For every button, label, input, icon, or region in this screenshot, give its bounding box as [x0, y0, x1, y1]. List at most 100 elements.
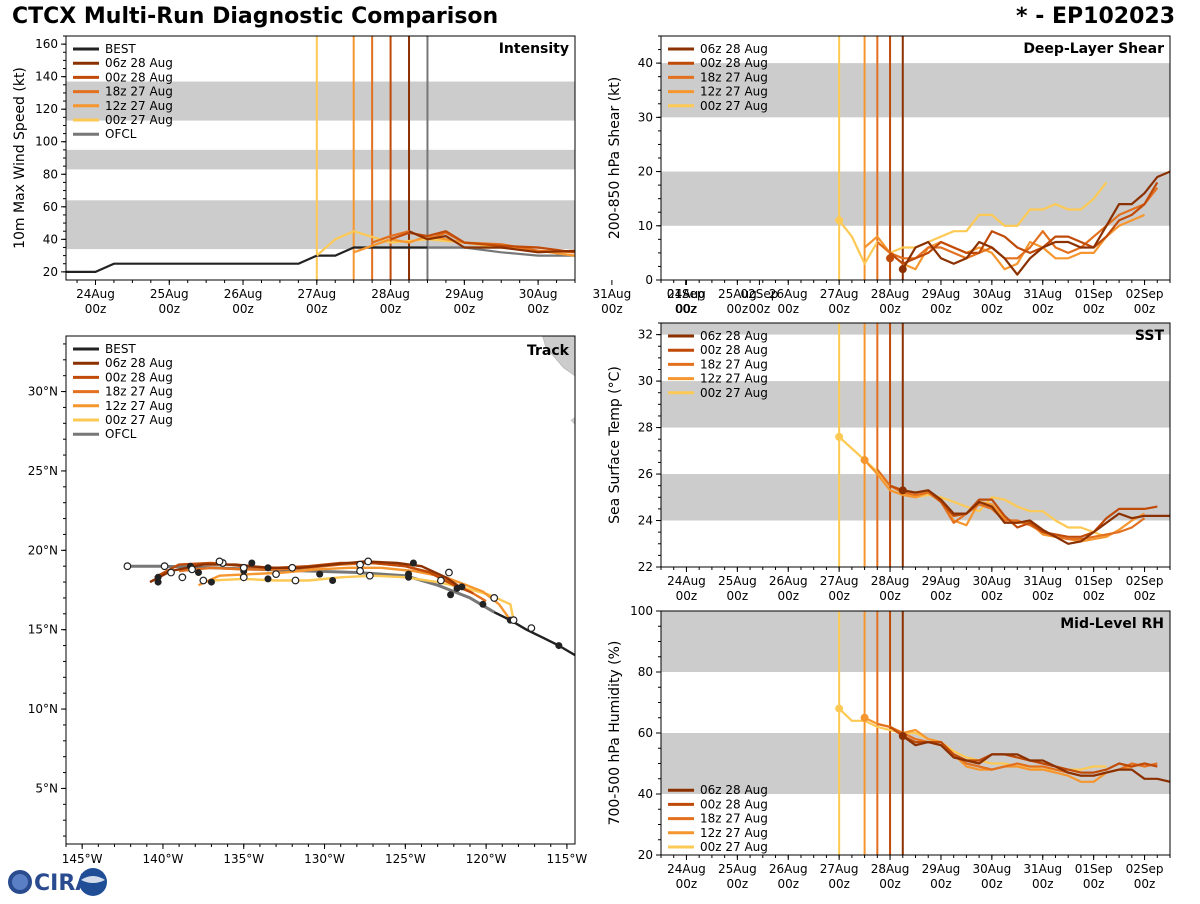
sst-xtick-hour: 00z	[828, 589, 850, 603]
sst-xtick-day: 27Aug	[820, 574, 859, 588]
sst-band-2	[661, 323, 1170, 335]
track-filled-marker	[329, 576, 337, 584]
sst-ytick-label: 22	[638, 560, 653, 574]
sst-xtick-day: 02Sep	[1126, 574, 1164, 588]
shear-xtick-hour: 00z	[676, 302, 698, 316]
intensity-title: Intensity	[499, 41, 569, 57]
sst-xtick-day: 01Sep	[1075, 574, 1113, 588]
rh-xtick-hour: 00z	[981, 877, 1003, 891]
track-xtick-label: 135°W	[223, 852, 264, 866]
shear-xtick-hour: 00z	[879, 302, 901, 316]
shear-chart: 01020304024Aug00z25Aug00z26Aug00z27Aug00…	[607, 35, 1171, 316]
rh-legend-label: 12z 27 Aug	[700, 826, 768, 840]
intensity-series-06z-28-aug	[408, 230, 575, 254]
sst-xtick-hour: 00z	[1083, 589, 1105, 603]
sst-xtick-day: 28Aug	[871, 574, 910, 588]
intensity-band-2	[66, 81, 575, 121]
rh-xtick-hour: 00z	[1083, 877, 1105, 891]
intensity-xtick-day: 31Aug	[593, 287, 632, 301]
track-filled-marker	[316, 570, 324, 578]
shear-xtick-day: 28Aug	[871, 287, 910, 301]
track-legend-label: OFCL	[105, 427, 137, 441]
rh-series-06z-28-aug	[902, 735, 1170, 783]
intensity-legend-label: 12z 27 Aug	[105, 99, 173, 113]
intensity-xtick-hour: 00z	[85, 302, 107, 316]
rh-xtick-day: 31Aug	[1023, 862, 1062, 876]
shear-band-1	[661, 63, 1170, 118]
rh-xtick-day: 30Aug	[972, 862, 1011, 876]
sst-band-1	[661, 381, 1170, 428]
track-filled-marker	[405, 570, 413, 578]
intensity-legend-label: 00z 28 Aug	[105, 70, 173, 84]
shear-legend-label: 18z 27 Aug	[700, 70, 768, 84]
track-open-marker	[288, 563, 297, 572]
shear-ytick-label: 40	[638, 56, 653, 70]
intensity-xtick-hour: 00z	[158, 302, 180, 316]
shear-marker-2	[898, 265, 907, 274]
intensity-legend-label: 18z 27 Aug	[105, 85, 173, 99]
intensity-band-0	[66, 200, 575, 250]
rh-xtick-day: 26Aug	[769, 862, 808, 876]
rh-ytick-label: 60	[638, 726, 653, 740]
cira-logo: CIRA	[4, 864, 114, 900]
sst-plot-area	[661, 323, 1170, 567]
intensity-xtick-hour: 00z	[454, 302, 476, 316]
track-filled-marker	[207, 578, 215, 586]
shear-legend-label: 00z 27 Aug	[700, 99, 768, 113]
intensity-series-best	[66, 246, 428, 273]
rh-ylabel: 700-500 hPa Humidity (%)	[607, 641, 623, 826]
track-open-marker	[509, 616, 518, 625]
intensity-band-1	[66, 149, 575, 170]
track-ytick-label: 15°N	[28, 623, 58, 637]
intensity-ytick-label: 140	[35, 70, 58, 84]
shear-legend-label: 12z 27 Aug	[700, 85, 768, 99]
sst-marker-2	[898, 486, 907, 495]
intensity-xtick-day: 25Aug	[150, 287, 189, 301]
shear-xtick-day: 24Aug	[667, 287, 706, 301]
track-open-marker	[356, 560, 364, 569]
track-open-marker	[527, 624, 536, 632]
track-open-marker	[239, 573, 248, 582]
rh-xtick-hour: 00z	[727, 877, 749, 891]
shear-ytick-label: 30	[638, 110, 653, 124]
shear-plot-area	[661, 36, 1170, 280]
intensity-xtick-hour: 00z	[527, 302, 549, 316]
sst-title: SST	[1135, 328, 1165, 344]
intensity-ylabel: 10m Max Wind Speed (kt)	[12, 67, 28, 249]
track-filled-marker	[154, 573, 162, 581]
rh-xtick-hour: 00z	[828, 877, 850, 891]
sst-xtick-day: 31Aug	[1023, 574, 1062, 588]
land-mass-2	[570, 417, 575, 425]
intensity-ytick-label: 120	[35, 102, 58, 116]
intensity-legend-label: OFCL	[105, 127, 137, 141]
rh-xtick-day: 29Aug	[922, 862, 961, 876]
track-filled-marker	[447, 591, 455, 599]
sst-xtick-hour: 00z	[1134, 589, 1156, 603]
intensity-xtick-day: 27Aug	[297, 287, 336, 301]
intensity-xtick-hour: 00z	[306, 302, 328, 316]
shear-series-18z-27-aug	[876, 187, 1159, 260]
rh-band-1	[661, 611, 1170, 672]
intensity-xtick-day: 24Aug	[76, 287, 115, 301]
shear-series-06z-28-aug	[901, 170, 1170, 276]
sst-xtick-day: 26Aug	[769, 574, 808, 588]
intensity-xtick-hour: 00z	[232, 302, 254, 316]
intensity-legend-label: 06z 28 Aug	[105, 56, 173, 70]
sst-xtick-hour: 00z	[676, 589, 698, 603]
storm-id: * - EP102023	[1016, 4, 1175, 29]
sst-xtick-hour: 00z	[879, 589, 901, 603]
intensity-xtick-day: 02Sep	[740, 287, 778, 301]
sst-legend-label: 18z 27 Aug	[700, 357, 768, 371]
shear-legend-label: 06z 28 Aug	[700, 42, 768, 56]
shear-ytick-label: 20	[638, 165, 653, 179]
sst-xtick-day: 24Aug	[667, 574, 706, 588]
shear-xtick-day: 01Sep	[1075, 287, 1113, 301]
rh-xtick-hour: 00z	[930, 877, 952, 891]
intensity-xtick-hour: 00z	[380, 302, 402, 316]
track-legend-label: 12z 27 Aug	[105, 399, 173, 413]
shear-xtick-day: 27Aug	[820, 287, 859, 301]
track-filled-marker	[248, 559, 256, 567]
rh-xtick-hour: 00z	[777, 877, 799, 891]
track-filled-marker	[453, 584, 461, 592]
